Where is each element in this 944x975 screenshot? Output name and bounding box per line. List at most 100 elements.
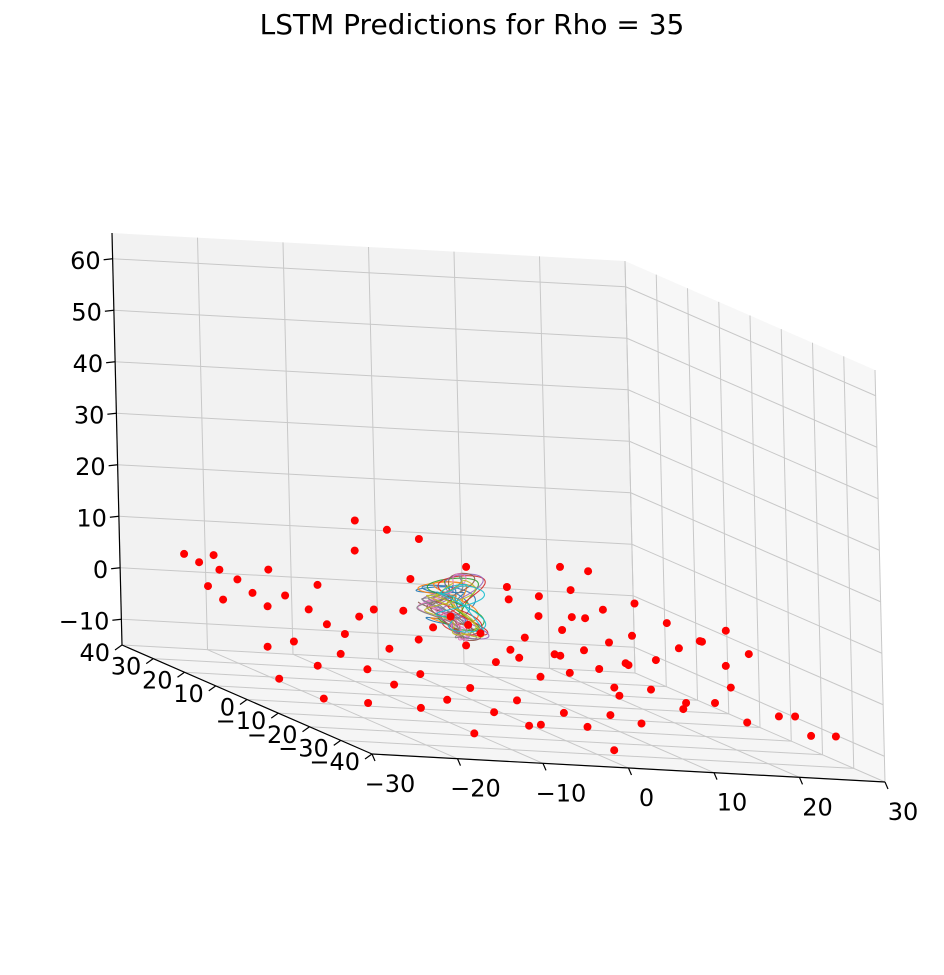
data-point bbox=[215, 565, 224, 574]
data-point bbox=[476, 629, 485, 638]
data-point bbox=[711, 699, 719, 707]
data-point bbox=[598, 605, 607, 614]
data-point bbox=[390, 680, 399, 689]
grid-line-y-floor bbox=[121, 644, 636, 674]
z-tick-mark bbox=[107, 412, 117, 415]
data-point bbox=[583, 722, 592, 731]
data-point bbox=[233, 575, 242, 584]
data-point bbox=[350, 546, 359, 555]
data-point bbox=[559, 708, 568, 717]
y-tick-label: 30 bbox=[111, 653, 142, 681]
x-tick-mark bbox=[371, 753, 376, 762]
data-point bbox=[350, 516, 359, 525]
data-point bbox=[744, 650, 753, 659]
y-tick-mark bbox=[114, 644, 123, 651]
z-tick-mark bbox=[112, 618, 122, 621]
data-point bbox=[491, 658, 500, 667]
data-point bbox=[414, 535, 423, 543]
grid-line-z-back bbox=[120, 567, 634, 597]
data-point bbox=[615, 691, 624, 700]
grid-line-z-back bbox=[112, 258, 626, 288]
y-tick-label: −30 bbox=[278, 734, 329, 762]
data-point bbox=[355, 612, 364, 621]
data-point bbox=[610, 683, 619, 692]
data-point bbox=[340, 630, 349, 638]
y-tick-label: −10 bbox=[216, 707, 267, 735]
data-point bbox=[637, 719, 646, 728]
grid-line-x-back bbox=[539, 256, 550, 669]
grid-line-z-back bbox=[115, 361, 629, 391]
data-point bbox=[558, 626, 567, 634]
data-point bbox=[470, 729, 479, 738]
data-point bbox=[336, 649, 345, 658]
trajectory-line bbox=[435, 583, 487, 634]
data-point bbox=[204, 582, 212, 591]
data-point bbox=[399, 606, 408, 615]
grid-line-z-back bbox=[118, 515, 632, 545]
data-point bbox=[263, 602, 272, 611]
data-point bbox=[581, 614, 590, 623]
grid-line-y-side bbox=[718, 301, 730, 714]
data-point bbox=[313, 580, 322, 589]
z-tick-label: 10 bbox=[76, 504, 107, 532]
grid-line-z-side bbox=[630, 492, 881, 603]
data-point bbox=[275, 674, 284, 683]
data-point bbox=[319, 694, 328, 703]
data-point bbox=[791, 712, 800, 721]
grid-line-z-side bbox=[631, 543, 883, 654]
z-tick-mark bbox=[108, 464, 118, 467]
y-tick-mark bbox=[302, 726, 310, 733]
z-tick-label: 0 bbox=[93, 556, 108, 584]
data-point bbox=[534, 592, 543, 601]
trajectory-line bbox=[424, 579, 485, 638]
data-point bbox=[647, 685, 655, 694]
data-point bbox=[406, 575, 415, 583]
data-point bbox=[195, 558, 204, 567]
grid-line-y-side bbox=[874, 369, 886, 783]
y-tick-mark bbox=[239, 699, 248, 705]
grid-line-z-side bbox=[627, 389, 879, 500]
x-tick-label: −30 bbox=[365, 770, 416, 798]
y-tick-label: 0 bbox=[220, 694, 235, 722]
y-tick-label: −40 bbox=[309, 748, 360, 776]
y-tick-mark bbox=[208, 685, 217, 692]
x-tick-label: 0 bbox=[639, 784, 654, 812]
grid-line-z-side bbox=[625, 286, 876, 397]
x-tick-label: 10 bbox=[717, 789, 748, 817]
grid-line-x-back bbox=[368, 246, 379, 660]
grid-line-z-back bbox=[117, 464, 631, 494]
data-point bbox=[610, 746, 619, 755]
data-point bbox=[464, 620, 473, 629]
x-tick-label: 30 bbox=[888, 798, 919, 826]
data-point bbox=[605, 638, 613, 647]
x-tick-mark bbox=[884, 781, 889, 790]
data-point bbox=[726, 683, 735, 692]
grid-line-z-side bbox=[634, 646, 885, 757]
data-point bbox=[446, 612, 455, 621]
data-point bbox=[180, 549, 189, 558]
y-tick-mark bbox=[177, 671, 185, 678]
x-tick-mark bbox=[713, 772, 718, 780]
data-point bbox=[595, 665, 604, 673]
z-axis-line bbox=[111, 232, 123, 646]
grid-line-y-floor bbox=[278, 712, 792, 742]
z-tick-label: 30 bbox=[74, 401, 105, 429]
grid-line-y-floor bbox=[340, 739, 854, 769]
grid-line-y-side bbox=[749, 315, 761, 728]
data-point bbox=[584, 567, 593, 576]
data-point bbox=[536, 720, 545, 729]
grid-line-x-back bbox=[197, 237, 208, 650]
z-tick-label: 20 bbox=[75, 453, 106, 481]
data-point bbox=[462, 562, 471, 571]
grid-line-x-back bbox=[282, 242, 294, 655]
data-point bbox=[515, 653, 524, 662]
grid-line-z-back bbox=[116, 412, 630, 442]
data-point bbox=[628, 631, 636, 640]
grid-line-z-side bbox=[632, 595, 884, 706]
x-tick-label: −20 bbox=[450, 775, 501, 803]
data-point bbox=[721, 626, 730, 635]
data-point bbox=[534, 612, 543, 621]
data-point bbox=[289, 637, 298, 646]
grid-line-y-side bbox=[687, 288, 698, 701]
data-point bbox=[695, 637, 704, 646]
